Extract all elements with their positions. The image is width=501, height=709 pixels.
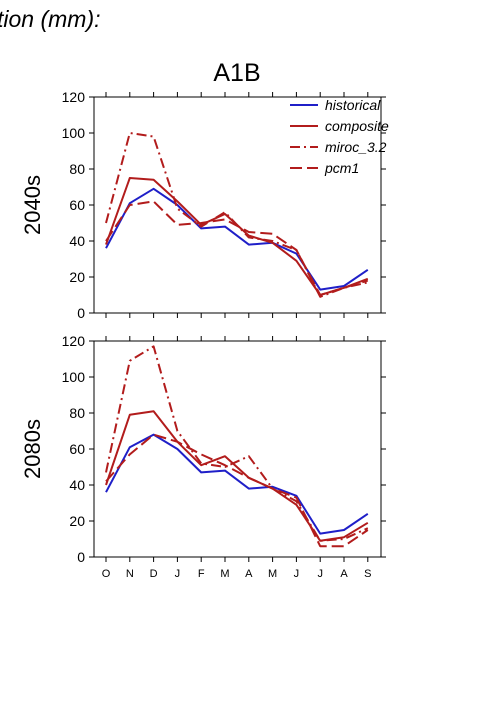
chart-title: A1B bbox=[213, 59, 260, 87]
x-tick-label: A bbox=[245, 568, 253, 580]
legend-label: historical bbox=[325, 97, 381, 113]
series-line-miroc-3-2 bbox=[105, 132, 369, 298]
y-tick-label: 20 bbox=[69, 513, 85, 529]
series-line-historical bbox=[105, 187, 369, 291]
y-axis-label: 2080s bbox=[20, 419, 45, 479]
x-tick-label: A bbox=[340, 568, 348, 580]
y-tick-label: 60 bbox=[69, 197, 85, 213]
x-tick-label: O bbox=[102, 568, 111, 580]
legend-label: miroc_3.2 bbox=[325, 139, 387, 155]
y-tick-label: 0 bbox=[77, 549, 85, 565]
series-line-pcm1 bbox=[105, 433, 369, 548]
y-tick-label: 20 bbox=[69, 269, 85, 285]
y-tick-label: 100 bbox=[62, 369, 86, 385]
series-line-pcm1 bbox=[105, 200, 369, 296]
y-axis-label: 2040s bbox=[20, 175, 45, 235]
x-tick-label: M bbox=[220, 568, 229, 580]
y-tick-label: 100 bbox=[62, 125, 86, 141]
legend-label: composite bbox=[325, 118, 389, 134]
x-tick-label: F bbox=[198, 568, 205, 580]
chart-panel-2: 0 20 40 60 80 100 120 O N D J F M A M J J A S 2080s bbox=[20, 333, 386, 580]
series-line-historical bbox=[105, 433, 369, 535]
series-line-miroc-3-2 bbox=[105, 345, 369, 542]
header-fragment: tion (mm): bbox=[0, 6, 101, 32]
x-tick-label: S bbox=[364, 568, 371, 580]
y-tick-label: 120 bbox=[62, 89, 86, 105]
y-tick-label: 60 bbox=[69, 441, 85, 457]
y-tick-label: 0 bbox=[77, 305, 85, 321]
y-tick-label: 40 bbox=[69, 477, 85, 493]
x-tick-label: J bbox=[317, 568, 323, 580]
x-tick-label: J bbox=[175, 568, 181, 580]
x-tick-label: M bbox=[268, 568, 277, 580]
x-tick-label: N bbox=[126, 568, 134, 580]
chart-panel-1: 0 20 40 60 80 100 120 2040s historical composite m… bbox=[20, 89, 389, 321]
y-tick-label: 40 bbox=[69, 233, 85, 249]
x-tick-label: J bbox=[294, 568, 300, 580]
legend: historical composite miroc_3.2 pcm1 bbox=[290, 97, 389, 176]
x-tick-label: D bbox=[150, 568, 158, 580]
y-tick-label: 80 bbox=[69, 161, 85, 177]
legend-label: pcm1 bbox=[324, 160, 359, 176]
series-line-composite bbox=[105, 410, 369, 542]
y-tick-label: 120 bbox=[62, 333, 86, 349]
y-tick-label: 80 bbox=[69, 405, 85, 421]
